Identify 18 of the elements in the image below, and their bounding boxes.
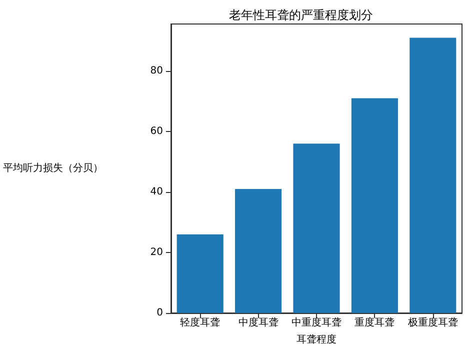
bar <box>235 188 282 313</box>
y-axis-title: 平均听力损失（分贝） <box>3 162 103 174</box>
y-tick-label: 0 <box>156 308 163 318</box>
y-tick-label: 40 <box>150 186 163 198</box>
x-axis-title: 耳聋程度 <box>296 334 336 346</box>
x-tick-label: 中度耳聋 <box>238 316 278 328</box>
y-tick-label: 20 <box>150 247 163 258</box>
chart-title: 老年性耳聋的严重程度划分 <box>229 8 373 22</box>
y-tick-label: 60 <box>150 126 163 138</box>
x-tick-label: 极重度耳聋 <box>406 316 458 328</box>
x-tick-label: 中重度耳聋 <box>292 316 342 328</box>
bar <box>410 38 456 313</box>
bar <box>293 144 340 313</box>
x-tick-label: 轻度耳聋 <box>180 316 220 328</box>
x-tick-label: 重度耳聋 <box>354 316 395 328</box>
y-tick-label: 80 <box>150 66 163 77</box>
bar <box>176 234 224 313</box>
bar <box>351 98 398 313</box>
